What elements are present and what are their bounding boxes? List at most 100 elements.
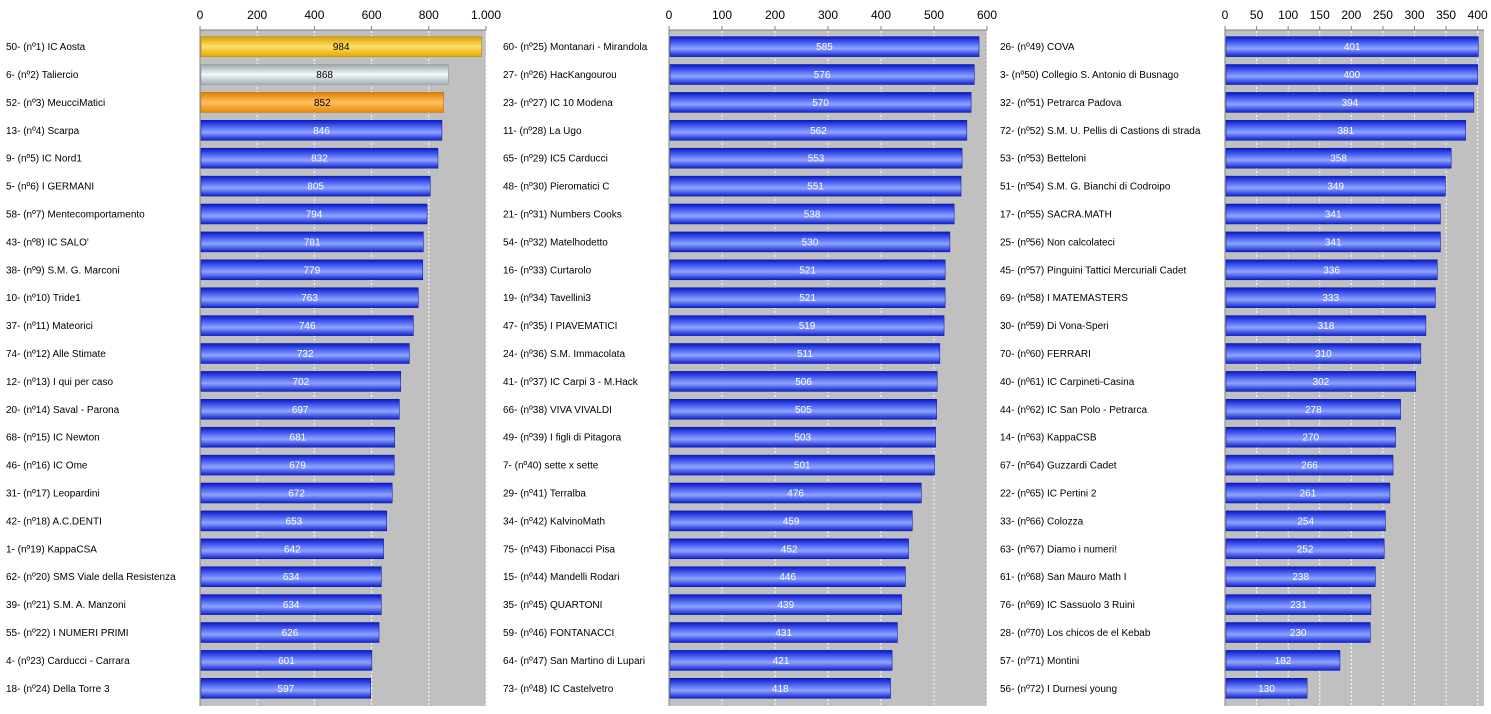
- category-label: 76- (nº69) IC Sassuolo 3 Ruini: [1000, 600, 1135, 611]
- category-label: 52- (nº3) MeucciMatici: [6, 98, 105, 109]
- bar: [200, 594, 382, 615]
- bar: [200, 510, 388, 532]
- tick-label: 0: [666, 8, 673, 22]
- category-label: 39- (nº21) S.M. A. Manzoni: [6, 600, 126, 611]
- tick-label: 100: [1278, 8, 1298, 22]
- category-label: 55- (nº22) I NUMERI PRIMI: [6, 628, 129, 639]
- tick-label: 400: [871, 8, 891, 22]
- data-label: 431: [775, 628, 792, 639]
- bar: [1225, 678, 1308, 699]
- category-label: 56- (nº72) I Durnesi young: [1000, 684, 1117, 695]
- data-label: 439: [777, 600, 794, 611]
- category-label: 23- (nº27) IC 10 Modena: [503, 98, 613, 109]
- category-label: 13- (nº4) Scarpa: [6, 126, 80, 137]
- category-label: 1- (nº19) KappaCSA: [6, 544, 97, 555]
- data-label: 459: [783, 516, 800, 527]
- data-label: 231: [1290, 600, 1307, 611]
- data-label: 349: [1327, 182, 1344, 193]
- data-label: 400: [1343, 70, 1360, 81]
- category-label: 29- (nº41) Terralba: [503, 489, 586, 500]
- data-label: 446: [779, 572, 796, 583]
- category-label: 48- (nº30) Pieromatici C: [503, 182, 609, 193]
- bar: [1225, 399, 1401, 420]
- category-label: 45- (nº57) Pinguini Tattici Mercuriali C…: [1000, 265, 1187, 276]
- category-label: 64- (nº47) San Martino di Lupari: [503, 656, 645, 667]
- category-label: 12- (nº13) I qui per caso: [6, 377, 113, 388]
- bar: [1225, 120, 1466, 141]
- category-label: 57- (nº71) Montini: [1000, 656, 1079, 667]
- data-label: 266: [1301, 461, 1318, 472]
- data-label: 341: [1325, 237, 1342, 248]
- data-label: 521: [799, 293, 816, 304]
- data-label: 341: [1325, 210, 1342, 221]
- data-label: 562: [810, 126, 827, 137]
- bar: [1225, 650, 1341, 671]
- chart-panel-1: 0 200 400 600 800 1.000 50- (nº1) IC Aosta 984 6…: [6, 8, 501, 706]
- data-label: 653: [286, 516, 303, 527]
- data-label: 852: [314, 98, 331, 109]
- category-label: 58- (nº7) Mentecomportamento: [6, 210, 145, 221]
- data-label: 551: [807, 182, 824, 193]
- category-label: 6- (nº2) Taliercio: [6, 70, 79, 81]
- category-label: 61- (nº68) San Mauro Math I: [1000, 572, 1127, 583]
- data-label: 626: [282, 628, 299, 639]
- category-label: 7- (nº40) sette x sette: [503, 461, 599, 472]
- bar: [200, 399, 400, 420]
- tick-label: 200: [1341, 8, 1361, 22]
- data-label: 868: [316, 70, 333, 81]
- bar: [669, 147, 963, 169]
- category-label: 3- (nº50) Collegio S. Antonio di Busnago: [1000, 70, 1179, 81]
- chart-panel-3: 0 50 100 150 200 250 300 350 400 26- (nº49) COVA 4…: [1000, 8, 1488, 706]
- data-label: 679: [289, 461, 306, 472]
- bar: [1225, 36, 1479, 57]
- tick-label: 400: [304, 8, 324, 22]
- bar: [669, 36, 980, 57]
- data-label: 642: [284, 544, 301, 555]
- data-label: 832: [311, 154, 328, 165]
- category-label: 73- (nº48) IC Castelvetro: [503, 684, 614, 695]
- category-label: 72- (nº52) S.M. U. Pellis di Castions di…: [1000, 126, 1201, 137]
- data-label: 401: [1344, 42, 1361, 53]
- data-label: 634: [283, 600, 300, 611]
- data-label: 302: [1313, 377, 1330, 388]
- tick-label: 250: [1373, 8, 1393, 22]
- category-label: 11- (nº28) La Ugo: [503, 126, 582, 137]
- category-label: 50- (nº1) IC Aosta: [6, 42, 86, 53]
- data-label: 318: [1318, 321, 1335, 332]
- bar: [200, 203, 428, 225]
- tick-label: 1.000: [471, 8, 501, 22]
- data-label: 336: [1323, 265, 1340, 276]
- category-label: 46- (nº16) IC Ome: [6, 461, 88, 472]
- category-label: 42- (nº18) A.C.DENTI: [6, 516, 102, 527]
- category-label: 33- (nº66) Colozza: [1000, 516, 1084, 527]
- bar: [1225, 92, 1475, 113]
- category-label: 19- (nº34) Tavellini3: [503, 293, 591, 304]
- bar: [669, 510, 913, 532]
- data-label: 511: [797, 349, 813, 360]
- category-label: 37- (nº11) Mateorici: [6, 321, 93, 332]
- bar: [669, 399, 937, 420]
- category-label: 75- (nº43) Fibonacci Pisa: [503, 544, 615, 555]
- bar: [200, 538, 384, 560]
- category-label: 16- (nº33) Curtarolo: [503, 265, 592, 276]
- data-label: 394: [1342, 98, 1359, 109]
- bar: [200, 482, 393, 504]
- tick-label: 300: [818, 8, 838, 22]
- bar: [200, 343, 410, 364]
- category-label: 66- (nº38) VIVA VIVALDI: [503, 405, 612, 416]
- category-label: 30- (nº59) Di Vona-Speri: [1000, 321, 1109, 332]
- data-label: 585: [816, 42, 833, 53]
- bar: [1225, 287, 1436, 308]
- category-label: 26- (nº49) COVA: [1000, 42, 1075, 53]
- bar: [1225, 566, 1376, 587]
- category-label: 22- (nº65) IC Pertini 2: [1000, 489, 1097, 500]
- data-label: 452: [781, 544, 798, 555]
- bar: [200, 650, 373, 671]
- bar: [669, 175, 962, 197]
- bar: [200, 92, 444, 113]
- category-label: 34- (nº42) KalvinoMath: [503, 516, 605, 527]
- tick-label: 0: [1222, 8, 1229, 22]
- bar: [200, 287, 419, 308]
- tick-label: 150: [1310, 8, 1330, 22]
- category-label: 32- (nº51) Petrarca Padova: [1000, 98, 1122, 109]
